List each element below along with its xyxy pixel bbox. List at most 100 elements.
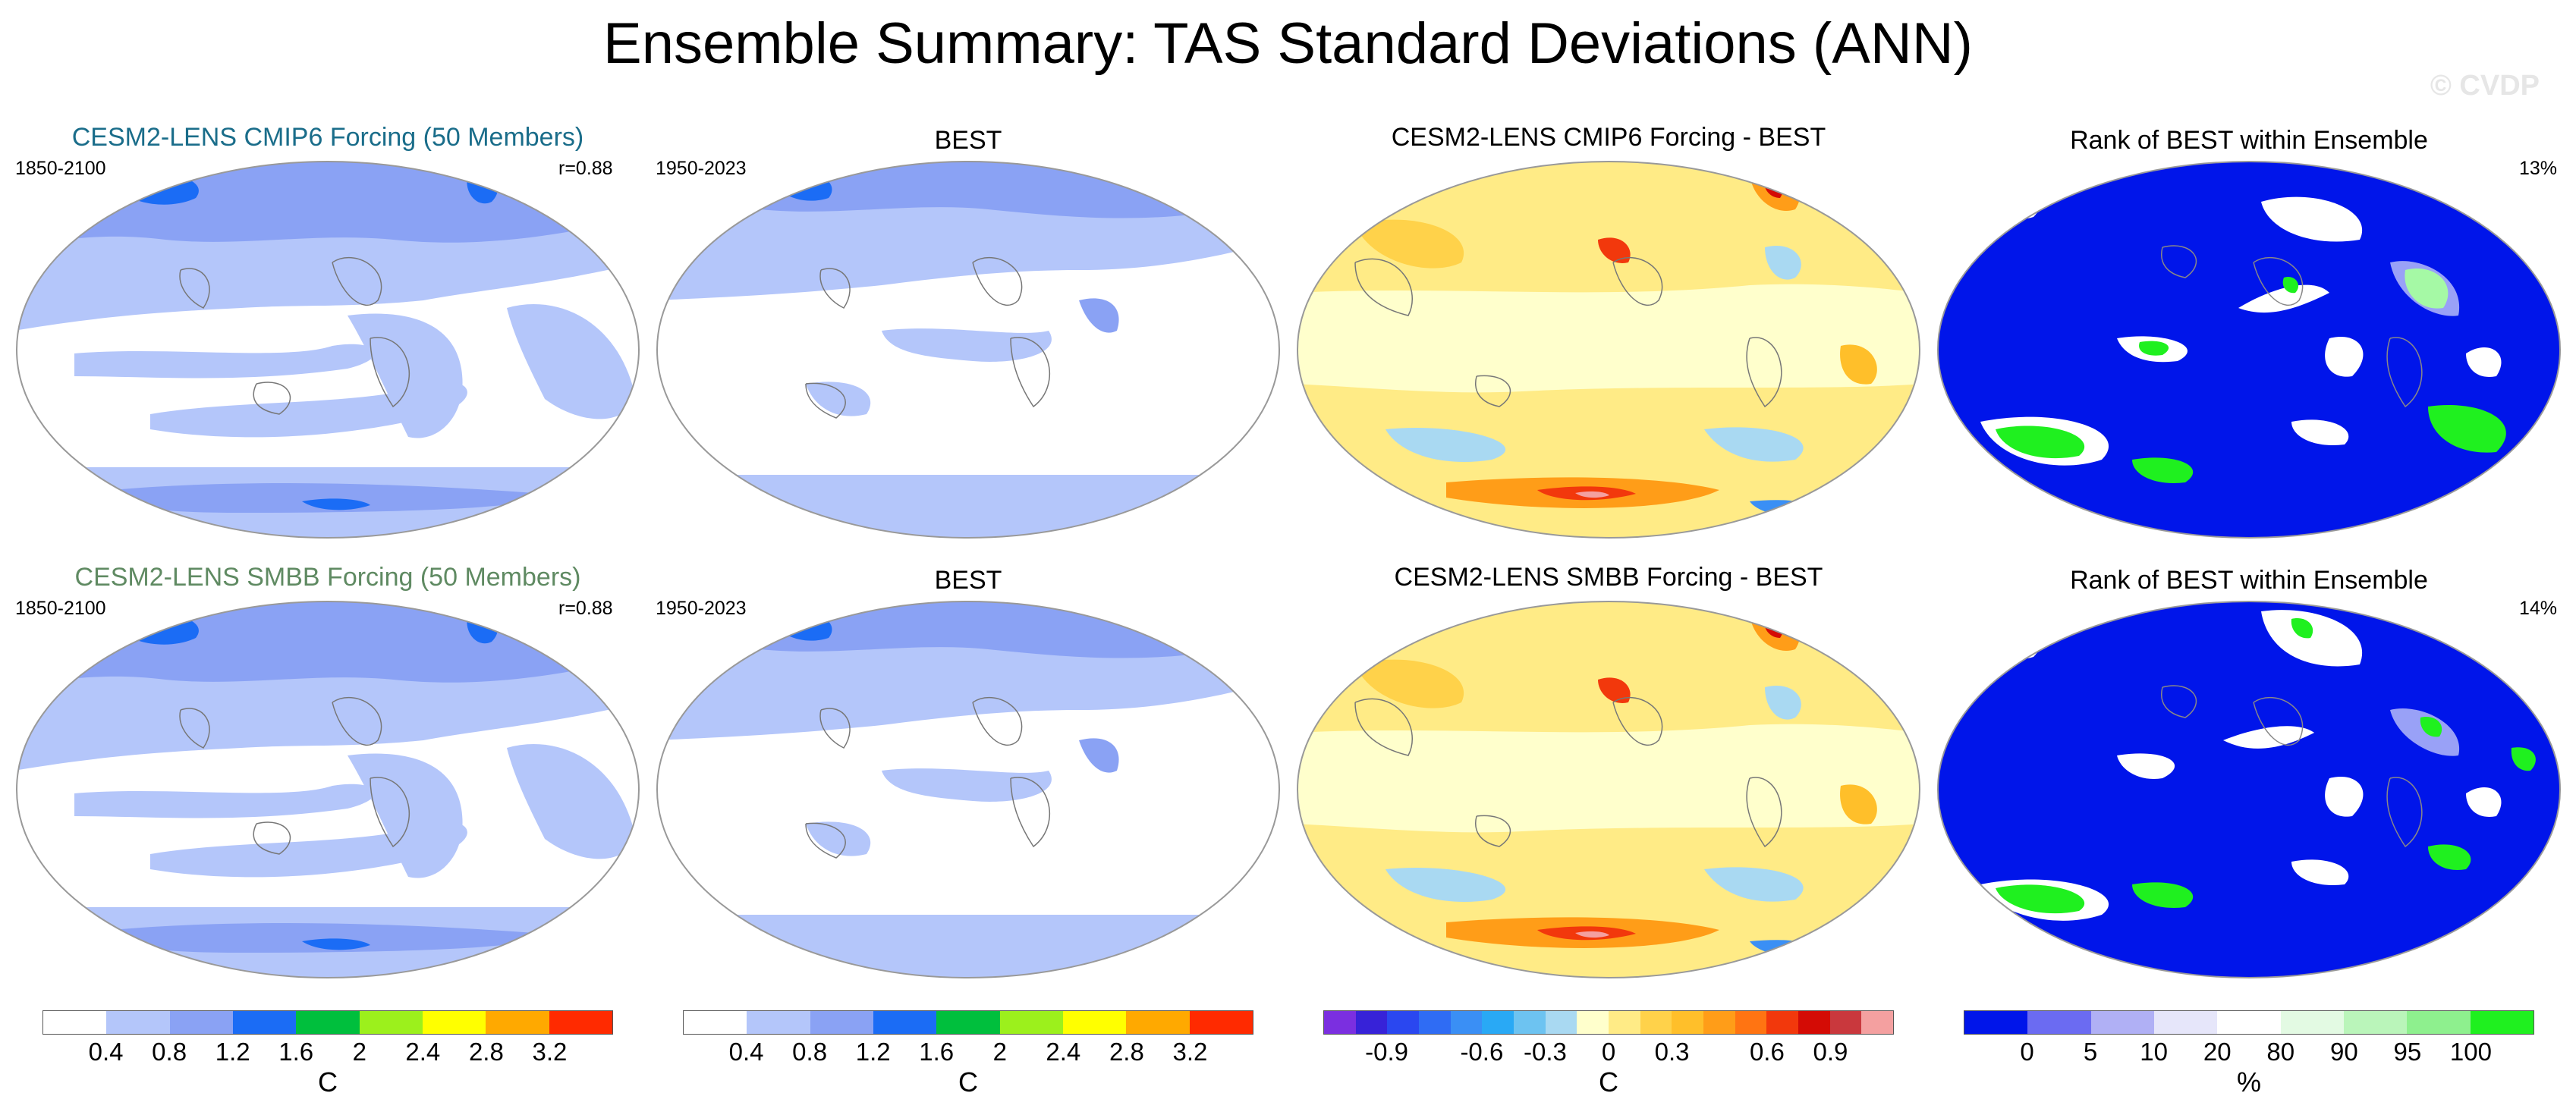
colorbar-tick-label: 0.4 (88, 1038, 124, 1066)
colorbar-swatch (2343, 1011, 2408, 1034)
colorbar-tick-label: 1.2 (855, 1038, 891, 1066)
colorbar-tick-label: 2.8 (1109, 1038, 1144, 1066)
colorbar-swatch (936, 1011, 1000, 1034)
colorbar-tick-label: 0.4 (728, 1038, 764, 1066)
colorbar-unit: % (2236, 1066, 2261, 1098)
colorbar-ticks: 0 5 10 20 80 90 95 100 (1964, 1035, 2534, 1066)
colorbar-tick-label: 2.4 (405, 1038, 441, 1066)
panel-left-label: 1850-2100 (15, 158, 106, 179)
colorbar-ticks: 0.4 0.8 1.2 1.6 2 2.4 2.8 3.2 (42, 1035, 613, 1066)
colorbar-swatch (810, 1011, 873, 1034)
colorbar-tick-label: -0.6 (1460, 1038, 1504, 1066)
colorbar-tick-label: 0.8 (152, 1038, 187, 1066)
colorbar-swatch (1450, 1011, 1483, 1034)
colorbar-tick-label: 2 (352, 1038, 366, 1066)
colorbar-swatch (422, 1011, 486, 1034)
panel-left-label: 1950-2023 (656, 158, 747, 179)
colorbar-swatch (2470, 1011, 2534, 1034)
colorbar-ticks: 0.4 0.8 1.2 1.6 2 2.4 2.8 3.2 (683, 1035, 1253, 1066)
colorbar-ticks: -0.9 -0.6 -0.3 0 0.3 0.6 0.9 (1323, 1035, 1894, 1066)
colorbar-swatch (1387, 1011, 1420, 1034)
colorbar-swatches (1323, 1010, 1894, 1035)
colorbar-rank: 0 5 10 20 80 90 95 100 % (1964, 1010, 2534, 1098)
colorbar-swatch (1609, 1011, 1640, 1034)
colorbar-unit: C (958, 1066, 978, 1098)
panel-title: CESM2-LENS SMBB Forcing (50 Members) (74, 563, 581, 592)
colorbar-swatch (1766, 1011, 1799, 1034)
colorbar-swatch (1545, 1011, 1577, 1034)
watermark: © CVDP (2430, 70, 2540, 102)
colorbar-swatch (2217, 1011, 2281, 1034)
colorbar-swatch (2027, 1011, 2091, 1034)
colorbar-tick-label: 0.8 (792, 1038, 828, 1066)
map-rank-of-best (1937, 601, 2561, 978)
colorbar-swatch (684, 1011, 747, 1034)
colorbar-swatches (1964, 1010, 2534, 1035)
panel-title: BEST (934, 126, 1002, 155)
colorbar-swatch (2153, 1011, 2218, 1034)
colorbar-tick-label: 5 (2083, 1038, 2098, 1066)
colorbar-swatch (747, 1011, 810, 1034)
colorbar-tick-label: 0.9 (1813, 1038, 1848, 1066)
map-cmip6-minus-best (1297, 161, 1920, 539)
map-best-observed-sd (656, 161, 1280, 539)
colorbar-swatch (232, 1011, 297, 1034)
colorbar-swatch (169, 1011, 233, 1034)
panel-right-label: r=0.88 (558, 598, 613, 619)
colorbar-swatch (549, 1011, 612, 1034)
panel-left-label: 1850-2100 (15, 598, 106, 619)
colorbar-tick-label: 90 (2329, 1038, 2358, 1066)
map-smbb-minus-best (1297, 601, 1920, 978)
panel-right-label: 13% (2519, 158, 2558, 179)
colorbar-swatch (1189, 1011, 1253, 1034)
colorbar-tick-label: 2 (992, 1038, 1007, 1066)
colorbar-tick-label: 3.2 (532, 1038, 568, 1066)
colorbar-swatch (1577, 1011, 1609, 1034)
map-cmip6-ensemble-sd (16, 161, 640, 539)
colorbar-tick-label: -0.9 (1365, 1038, 1408, 1066)
map-rank-of-best (1937, 161, 2561, 539)
colorbar-swatch (1798, 1011, 1830, 1034)
colorbar-tick-label: 10 (2140, 1038, 2169, 1066)
colorbar-swatches (42, 1010, 613, 1035)
panel-title: Rank of BEST within Ensemble (2070, 126, 2428, 155)
colorbar-swatch (1735, 1011, 1767, 1034)
colorbar-swatch (1861, 1011, 1894, 1034)
map-smbb-ensemble-sd (16, 601, 640, 978)
colorbar-swatch (2280, 1011, 2344, 1034)
panel-title: CESM2-LENS CMIP6 Forcing - BEST (1391, 123, 1826, 152)
colorbar-tick-label: 1.2 (215, 1038, 250, 1066)
colorbar-swatch (1640, 1011, 1672, 1034)
colorbar-swatch (1829, 1011, 1862, 1034)
map-best-observed-sd (656, 601, 1280, 978)
panel-title: Rank of BEST within Ensemble (2070, 566, 2428, 595)
colorbar-swatch (1062, 1011, 1127, 1034)
colorbar-tick-label: 80 (2266, 1038, 2295, 1066)
colorbar-swatch (486, 1011, 549, 1034)
colorbar-tick-label: 2.4 (1046, 1038, 1081, 1066)
colorbar-swatch (2090, 1011, 2154, 1034)
colorbar-swatch (873, 1011, 937, 1034)
colorbar-swatch (1703, 1011, 1735, 1034)
colorbar-difference: -0.9 -0.6 -0.3 0 0.3 0.6 0.9 C (1323, 1010, 1894, 1098)
colorbar-swatch (106, 1011, 170, 1034)
colorbar-tick-label: 0.3 (1654, 1038, 1690, 1066)
colorbar-swatches (683, 1010, 1253, 1035)
colorbar-swatch (2407, 1011, 2471, 1034)
panel-right-label: r=0.88 (558, 158, 613, 179)
colorbar-swatch (43, 1011, 107, 1034)
colorbar-tick-label: 1.6 (919, 1038, 955, 1066)
colorbar-swatch (1672, 1011, 1704, 1034)
colorbar-swatch (1126, 1011, 1190, 1034)
colorbar-swatch (999, 1011, 1063, 1034)
colorbar-swatch (1419, 1011, 1451, 1034)
figure-title: Ensemble Summary: TAS Standard Deviation… (603, 11, 1973, 76)
colorbar-tick-label: -0.3 (1524, 1038, 1567, 1066)
colorbar-tick-label: 0.6 (1749, 1038, 1785, 1066)
colorbar-swatch (359, 1011, 423, 1034)
colorbar-tick-label: 100 (2449, 1038, 2492, 1066)
panel-title: CESM2-LENS CMIP6 Forcing (50 Members) (71, 123, 584, 152)
colorbar-tick-label: 3.2 (1172, 1038, 1208, 1066)
colorbar-swatch (1964, 1011, 2028, 1034)
panel-right-label: 14% (2519, 598, 2558, 619)
